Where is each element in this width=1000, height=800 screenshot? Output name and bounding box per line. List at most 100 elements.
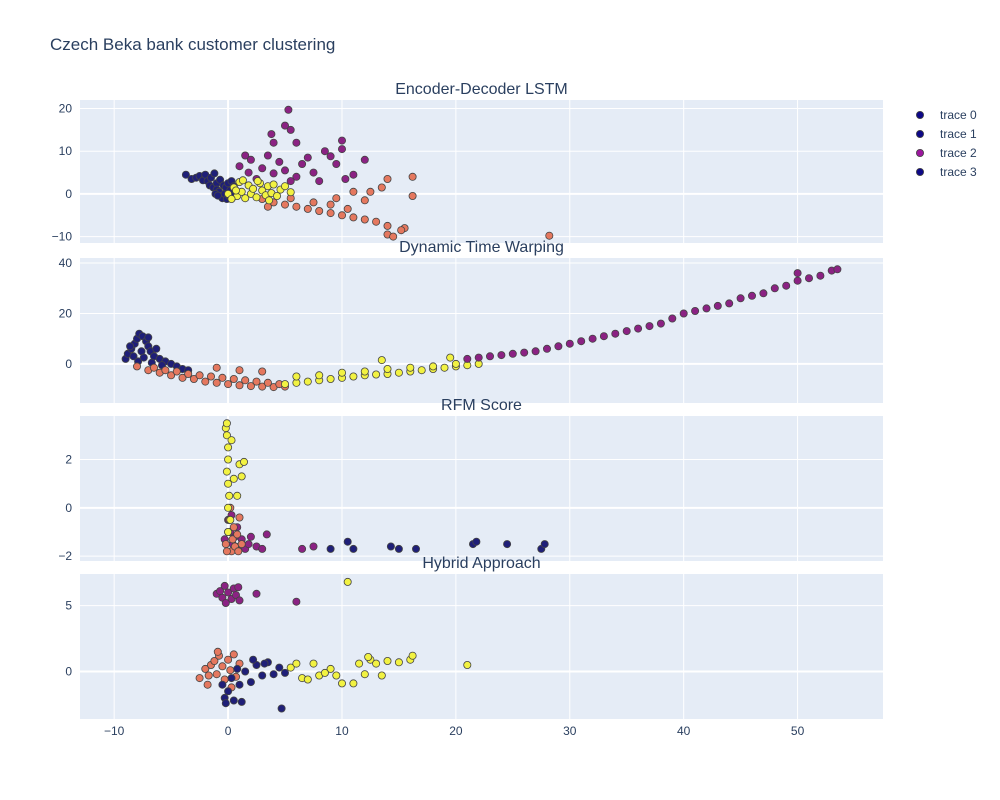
scatter-point (252, 589, 261, 598)
scatter-point (241, 151, 250, 160)
scatter-point (508, 349, 517, 358)
scatter-point (292, 659, 301, 668)
scatter-point (463, 661, 472, 670)
scatter-point (668, 314, 677, 323)
scatter-point (167, 371, 176, 380)
scatter-point (241, 194, 250, 203)
subplot-title: Dynamic Time Warping (399, 239, 564, 256)
scatter-point (280, 182, 289, 191)
y-tick-label: 5 (65, 599, 72, 613)
scatter-point (349, 187, 358, 196)
scatter-point (713, 301, 722, 310)
scatter-point (229, 696, 238, 705)
scatter-point (235, 366, 244, 375)
scatter-point (326, 544, 335, 553)
scatter-point (224, 588, 233, 597)
scatter-point (212, 363, 221, 372)
x-tick-label: 10 (335, 724, 349, 738)
scatter-point (212, 670, 221, 679)
scatter-point (337, 145, 346, 154)
scatter-point (237, 697, 246, 706)
scatter-point (222, 419, 231, 428)
scatter-point (656, 319, 665, 328)
scatter-point (178, 373, 187, 382)
legend-item[interactable]: trace 2 (916, 146, 977, 160)
y-tick-label: 0 (65, 501, 72, 515)
scatter-point (332, 194, 341, 203)
y-tick-label: 0 (65, 665, 72, 679)
scatter-point (326, 152, 335, 161)
scatter-point (577, 337, 586, 346)
scatter-point (195, 371, 204, 380)
scatter-point (366, 187, 375, 196)
scatter-point (372, 370, 381, 379)
scatter-point (326, 200, 335, 209)
legend[interactable]: trace 0 trace 1 trace 2 trace 3 (916, 108, 977, 179)
scatter-point (349, 544, 358, 553)
scatter-point (224, 455, 233, 464)
scatter-point (292, 202, 301, 211)
legend-marker (916, 111, 925, 120)
scatter-point (736, 294, 745, 303)
scatter-point (588, 334, 597, 343)
scatter-point (229, 523, 238, 532)
scatter-point (231, 186, 240, 195)
scatter-point (411, 544, 420, 553)
scatter-point (349, 213, 358, 222)
scatter-point (152, 344, 161, 353)
scatter-point (463, 354, 472, 363)
scatter-point (286, 125, 295, 134)
scatter-point (360, 155, 369, 164)
scatter-point (337, 679, 346, 688)
scatter-point (377, 356, 386, 365)
scatter-points (121, 265, 842, 392)
scatter-point (343, 204, 352, 213)
legend-item[interactable]: trace 0 (916, 108, 977, 122)
scatter-point (349, 170, 358, 179)
scatter-point (360, 215, 369, 224)
legend-item[interactable]: trace 3 (916, 165, 977, 179)
scatter-point (298, 159, 307, 168)
scatter-point (204, 671, 213, 680)
scatter-point (309, 168, 318, 177)
scatter-point (748, 291, 757, 300)
scatter-point (284, 105, 293, 114)
scatter-point (213, 647, 222, 656)
y-tick-label: 0 (65, 187, 72, 201)
scatter-point (252, 377, 261, 386)
scatter-point (679, 309, 688, 318)
scatter-point (224, 380, 233, 389)
scatter-point (397, 226, 406, 235)
scatter-point (161, 366, 170, 375)
scatter-point (292, 172, 301, 181)
scatter-point (224, 687, 233, 696)
scatter-point (816, 271, 825, 280)
scatter-point (280, 380, 289, 389)
scatter-point (833, 265, 842, 274)
scatter-point (229, 650, 238, 659)
scatter-point (258, 671, 267, 680)
scatter-point (269, 670, 278, 679)
scatter-point (235, 381, 244, 390)
scatter-point (181, 170, 190, 179)
scatter-point (326, 374, 335, 383)
scatter-point (408, 651, 417, 660)
scatter-point (241, 667, 250, 676)
scatter-point (383, 364, 392, 373)
scatter-point (303, 204, 312, 213)
scatter-point (139, 353, 148, 362)
y-tick-label: 2 (65, 453, 72, 467)
y-tick-label: −2 (58, 549, 72, 563)
scatter-point (326, 664, 335, 673)
scatter-point (241, 376, 250, 385)
scatter-point (770, 284, 779, 293)
scatter-point (286, 663, 295, 672)
legend-marker (916, 129, 925, 138)
scatter-point (263, 202, 272, 211)
y-tick-label: 10 (59, 144, 73, 158)
scatter-point (253, 177, 262, 186)
scatter-point (341, 174, 350, 183)
legend-item[interactable]: trace 1 (916, 127, 977, 141)
scatter-point (394, 368, 403, 377)
scatter-point (280, 121, 289, 130)
